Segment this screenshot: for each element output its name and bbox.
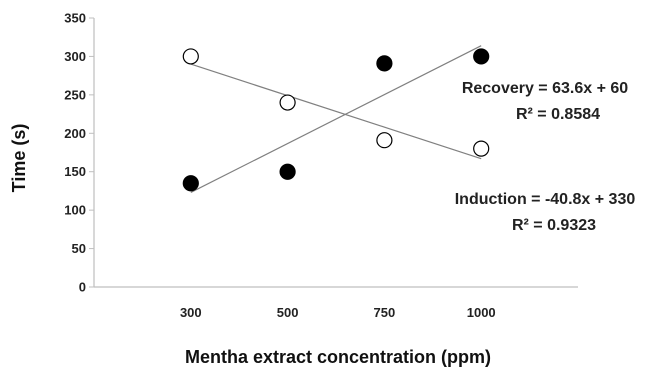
- y-tick-label: 300: [64, 49, 86, 64]
- open-data-point: [473, 140, 490, 157]
- axes-layer: 0 50 100 150 200 250 300 350 300 500 750 1000: [64, 11, 578, 320]
- recovery-equation-label: Recovery = 63.6x + 60: [462, 80, 628, 97]
- filled-series-trendline: [190, 45, 482, 194]
- induction-r-squared-label: R² = 0.9323: [512, 217, 596, 234]
- y-tick-label: 200: [64, 126, 86, 141]
- open-series-trendline: [190, 63, 482, 160]
- points-layer: [182, 48, 490, 192]
- recovery-r-squared-label: R² = 0.8584: [516, 106, 600, 123]
- filled-data-point: [182, 175, 199, 192]
- y-tick-label: 250: [64, 87, 86, 102]
- x-tick-label: 300: [180, 305, 202, 320]
- open-data-point: [279, 94, 296, 111]
- x-tick-label: 1000: [467, 305, 496, 320]
- open-data-point: [182, 48, 199, 65]
- y-axis-title: Time (s): [9, 124, 29, 193]
- y-tick-label: 0: [79, 280, 86, 295]
- x-tick-label: 750: [374, 305, 396, 320]
- filled-data-point: [279, 163, 296, 180]
- y-tick-label: 50: [72, 241, 86, 256]
- filled-data-point: [473, 48, 490, 65]
- y-tick-label: 350: [64, 11, 86, 26]
- open-data-point: [376, 132, 393, 149]
- trendline-layer: [190, 45, 482, 194]
- y-tick-label: 100: [64, 203, 86, 218]
- y-tick-label: 150: [64, 164, 86, 179]
- x-axis-title: Mentha extract concentration (ppm): [185, 347, 491, 367]
- filled-data-point: [376, 55, 393, 72]
- induction-equation-label: Induction = -40.8x + 330: [455, 191, 636, 208]
- x-tick-label: 500: [277, 305, 299, 320]
